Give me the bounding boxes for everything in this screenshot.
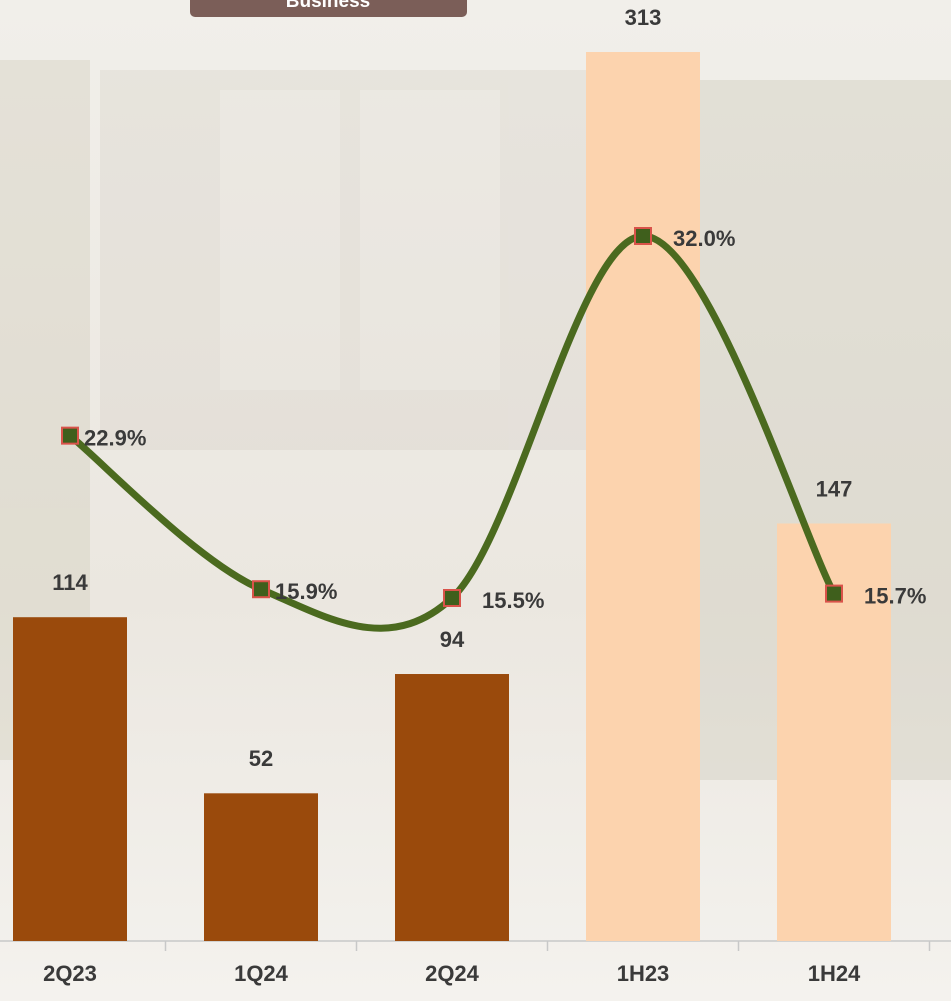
bar [586, 52, 700, 941]
bar-value-label: 147 [816, 476, 853, 501]
x-tick-label: 1H24 [808, 961, 861, 986]
badge [190, 0, 467, 17]
line-value-label: 15.9% [275, 579, 337, 604]
line [66, 232, 838, 632]
bar-value-label: 313 [625, 5, 662, 30]
line-marker [825, 584, 843, 603]
line-marker [61, 426, 79, 445]
bar [395, 674, 509, 941]
x-tick-label: 2Q24 [425, 961, 480, 986]
bar [204, 793, 318, 941]
bar [13, 617, 127, 941]
x-tick-label: 1H23 [617, 961, 670, 986]
bar-value-label: 94 [440, 627, 465, 652]
x-tick-label: 2Q23 [43, 961, 97, 986]
bar-value-label: 114 [52, 570, 88, 595]
line-value-label: 22.9% [84, 425, 146, 450]
line-value-label: 32.0% [673, 226, 735, 251]
bar-value-label: 52 [249, 746, 273, 771]
line-marker [443, 589, 461, 607]
x-tick-label: 1Q24 [234, 961, 289, 986]
line-value-label: 15.5% [482, 588, 544, 613]
line-value-label: 15.7% [864, 583, 926, 608]
line-marker [252, 580, 270, 599]
line-marker [634, 227, 652, 245]
badge-label: Business [286, 0, 370, 12]
